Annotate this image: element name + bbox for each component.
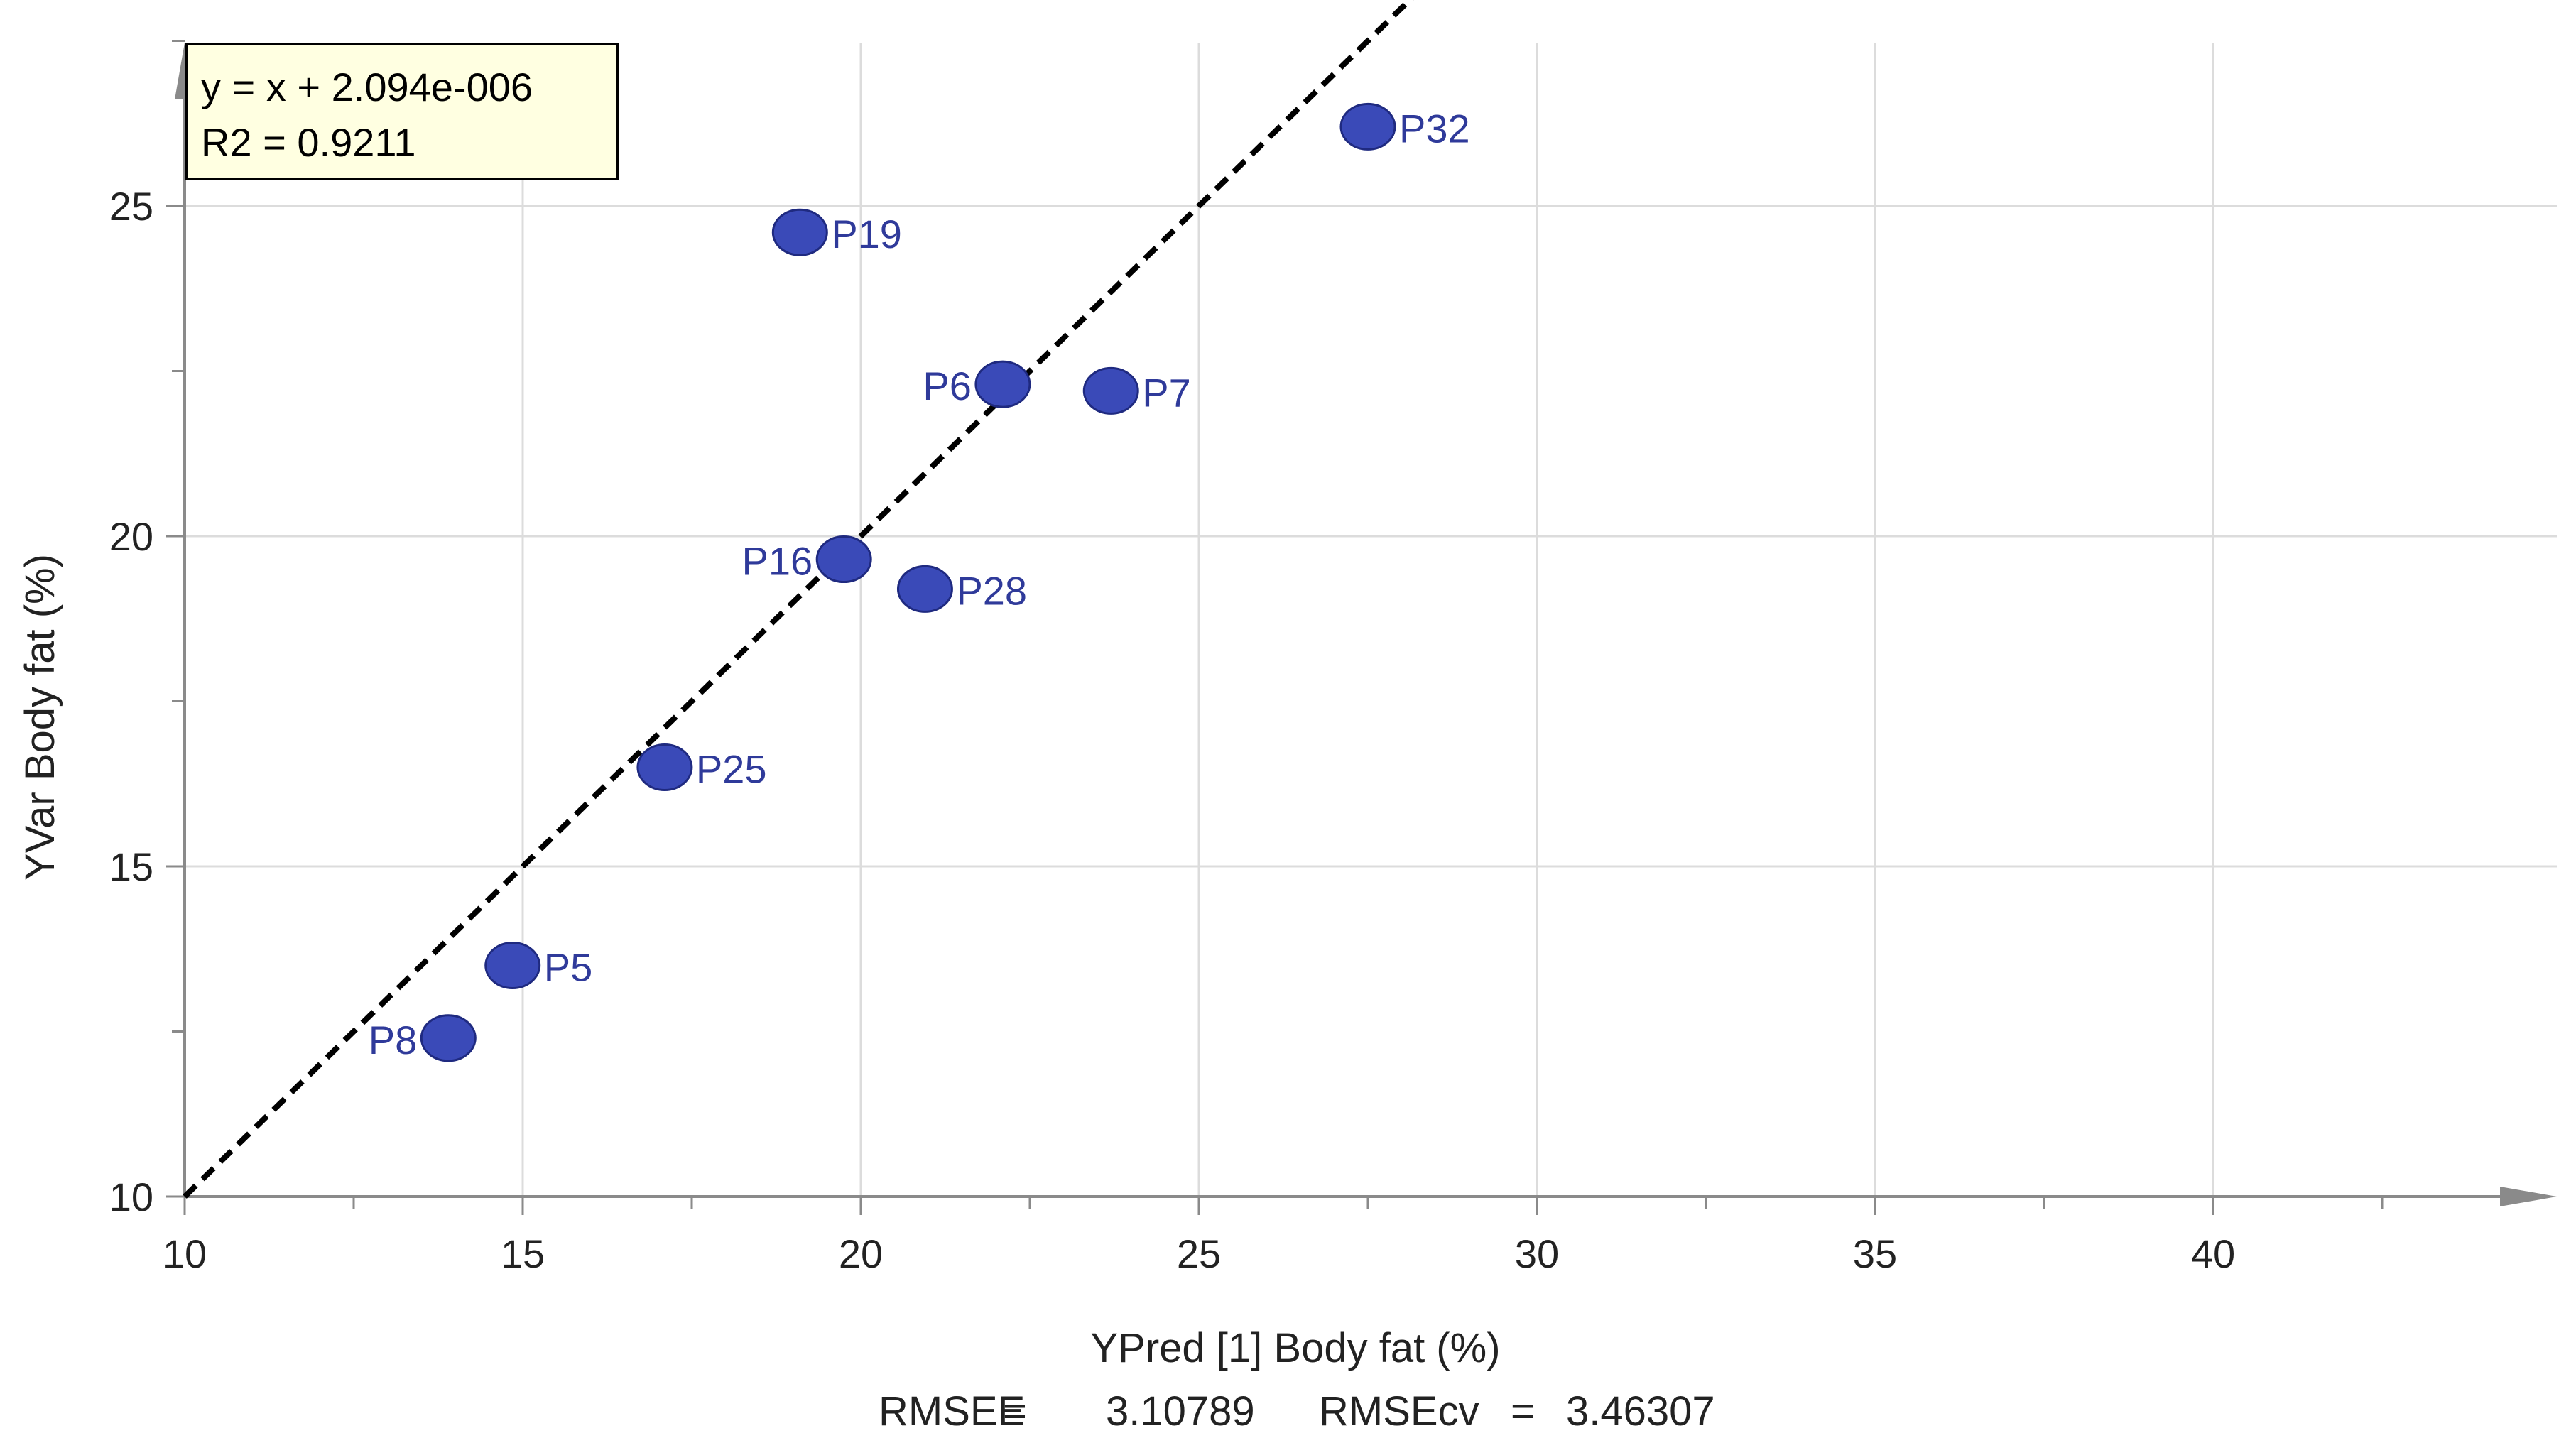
annotation-box: y = x + 2.094e-006 R2 = 0.9211 [185,43,619,180]
x-axis-arrow [2500,1187,2557,1206]
x-tick-label: 20 [839,1231,883,1276]
data-point-label: P32 [1399,106,1470,151]
y-tick-label: 15 [109,844,153,889]
data-point-label: P7 [1142,370,1191,415]
annotation-equation: y = x + 2.094e-006 [201,65,533,109]
data-point-label: P6 [923,364,972,408]
data-point-marker [974,360,1031,408]
x-tick-label: 10 [163,1231,207,1276]
data-point-label: P8 [369,1018,418,1062]
data-point: P7 [1082,366,1191,415]
data-point-marker [1339,102,1396,151]
y-axis-title: YVar Body fat (%) [17,554,63,881]
data-point: P28 [896,565,1027,613]
rmsee-label: RMSEE [879,1388,1025,1434]
data-point-label: P28 [956,568,1027,613]
x-axis-title: YPred [1] Body fat (%) [1090,1325,1500,1371]
data-point-label: P16 [742,539,813,584]
data-point-label: P5 [544,945,593,990]
minor-ticks [172,40,2384,1209]
data-point: P8 [369,1014,477,1062]
x-tick-label: 30 [1515,1231,1559,1276]
rmsee-value: 3.10789 [1106,1388,1255,1434]
data-points: P31P33P15P4P23P30P12P32P19P6P7P16P28P25P… [369,102,1470,1062]
data-point: P32 [1339,102,1470,151]
axes [175,43,2557,1206]
y-tick-label: 20 [109,514,153,559]
data-point-label: P25 [696,747,767,792]
grid-lines [185,43,2557,1197]
data-point: P6 [923,360,1031,408]
data-point: P25 [636,743,767,792]
x-tick-label: 15 [501,1231,545,1276]
data-point-marker [1082,366,1139,415]
y-tick-label: 10 [109,1175,153,1219]
footer-stats: RMSEE = 3.10789 RMSEcv = 3.46307 [879,1388,1715,1434]
x-tick-label: 40 [2191,1231,2235,1276]
rmsecv-label: RMSEcv [1319,1388,1479,1434]
x-tick-label: 25 [1177,1231,1221,1276]
data-point-marker [636,743,693,791]
data-point-marker [815,535,872,584]
x-tick-label: 35 [1853,1231,1897,1276]
data-point: P5 [484,942,593,990]
regression-line [183,0,1414,1199]
data-point: P19 [771,208,902,256]
data-point-marker [420,1014,477,1062]
data-point-marker [896,565,953,613]
annotation-r2: R2 = 0.9211 [201,120,416,165]
rmsecv-value: 3.46307 [1566,1388,1715,1434]
y-tick-label: 25 [109,184,153,229]
data-point-label: P19 [831,212,902,256]
rmsecv-equals: = [1511,1388,1535,1434]
data-point: P16 [742,535,872,584]
rmsee-equals: = [1003,1388,1027,1434]
x-tick-labels: 10 15 20 25 30 35 40 [163,1197,2235,1276]
data-point-marker [484,942,541,989]
data-point-marker [771,208,828,256]
